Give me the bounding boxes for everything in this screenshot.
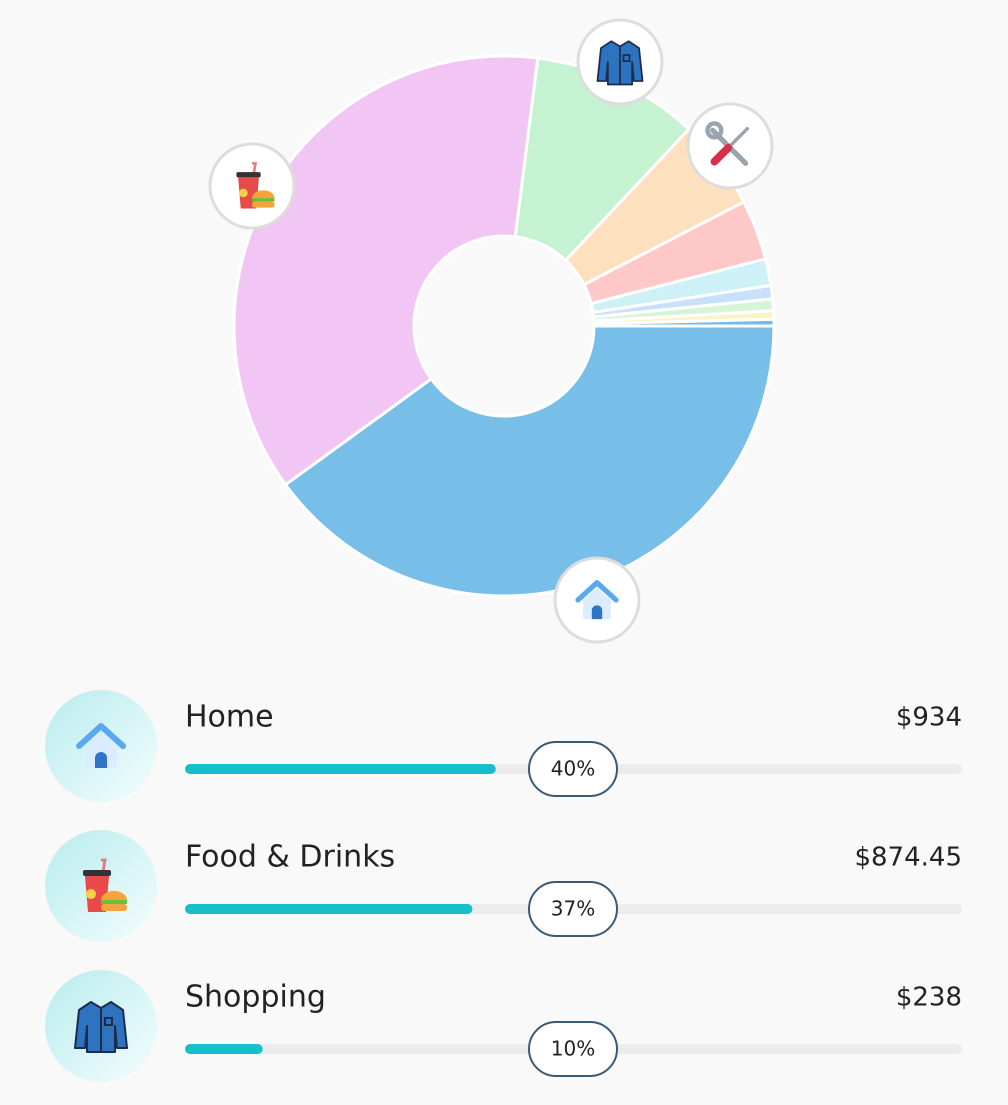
pie-icon xyxy=(686,102,774,190)
pie-slice xyxy=(592,317,776,328)
category-list: Home $934 40% Food & Drinks $874.45 37% Shoppi… xyxy=(45,690,962,1082)
item-icon xyxy=(74,1001,128,1053)
item-name: Shopping xyxy=(185,980,326,1015)
pie-slice xyxy=(232,54,540,487)
progress-bar xyxy=(185,904,473,914)
list-item[interactable]: Food & Drinks $874.45 37% xyxy=(45,830,962,942)
pie-icons xyxy=(208,18,774,644)
item-amount: $874.45 xyxy=(854,843,962,873)
pie-icon xyxy=(576,18,664,106)
item-amount: $238 xyxy=(896,983,962,1013)
percent-pill xyxy=(528,1021,618,1077)
item-amount: $934 xyxy=(896,703,962,733)
percent-pill xyxy=(528,881,618,937)
percent-label: 40% xyxy=(551,757,595,781)
percent-label: 10% xyxy=(551,1037,595,1061)
item-name: Home xyxy=(185,700,274,735)
progress-bar xyxy=(185,764,496,774)
pie-icon xyxy=(208,142,296,230)
list-item[interactable]: Shopping $238 10% xyxy=(45,970,962,1082)
pie-icon xyxy=(553,556,641,644)
progress-bar xyxy=(185,1044,263,1054)
item-name: Food & Drinks xyxy=(185,840,395,875)
list-item[interactable]: Home $934 40% xyxy=(45,690,962,802)
pie-slice xyxy=(283,324,776,598)
percent-label: 37% xyxy=(551,897,595,921)
percent-pill xyxy=(528,741,618,797)
donut-chart xyxy=(232,54,776,598)
